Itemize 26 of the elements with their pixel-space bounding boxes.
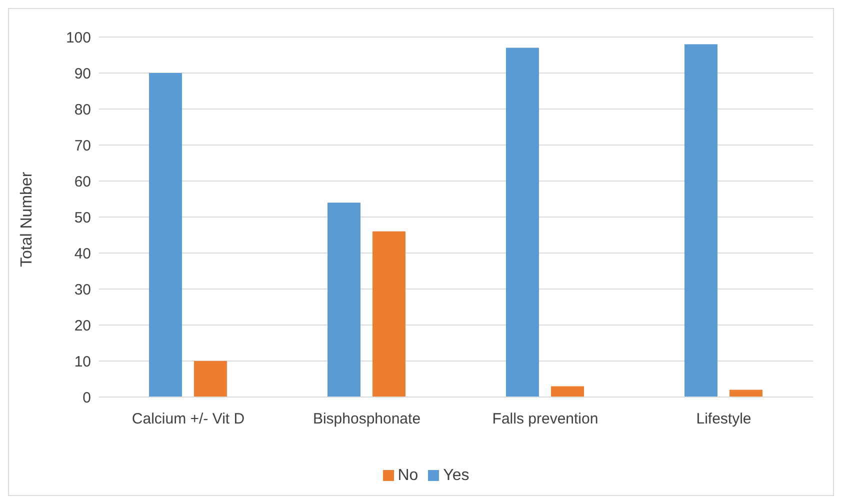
y-tick-label: 0 <box>82 389 91 406</box>
y-tick-label: 80 <box>74 101 91 118</box>
y-tick-label: 90 <box>74 65 91 82</box>
x-tick-label: Falls prevention <box>492 410 598 428</box>
x-tick-label: Bisphosphonate <box>312 410 421 428</box>
bar <box>550 386 584 397</box>
y-tick-label: 20 <box>74 317 91 334</box>
y-tick-label: 60 <box>74 173 91 190</box>
bar <box>729 390 762 397</box>
y-tick-label: 100 <box>66 29 91 46</box>
y-tick-label: 30 <box>74 281 91 298</box>
y-tick-label: 50 <box>74 209 91 226</box>
y-tick-label: 10 <box>74 353 91 370</box>
bar <box>372 231 406 397</box>
y-axis-title: Total Number <box>18 171 36 267</box>
bar <box>506 48 539 397</box>
legend-label: No <box>398 467 418 484</box>
x-tick-label: Lifestyle <box>696 410 752 428</box>
x-tick-label: Calcium +/- Vit D <box>132 410 245 428</box>
y-tick-label: 70 <box>74 137 91 154</box>
bar <box>684 44 718 397</box>
legend-label: Yes <box>443 467 470 484</box>
bar <box>327 202 360 397</box>
bar <box>148 73 182 397</box>
y-tick-label: 40 <box>74 245 91 262</box>
bar <box>194 361 227 397</box>
